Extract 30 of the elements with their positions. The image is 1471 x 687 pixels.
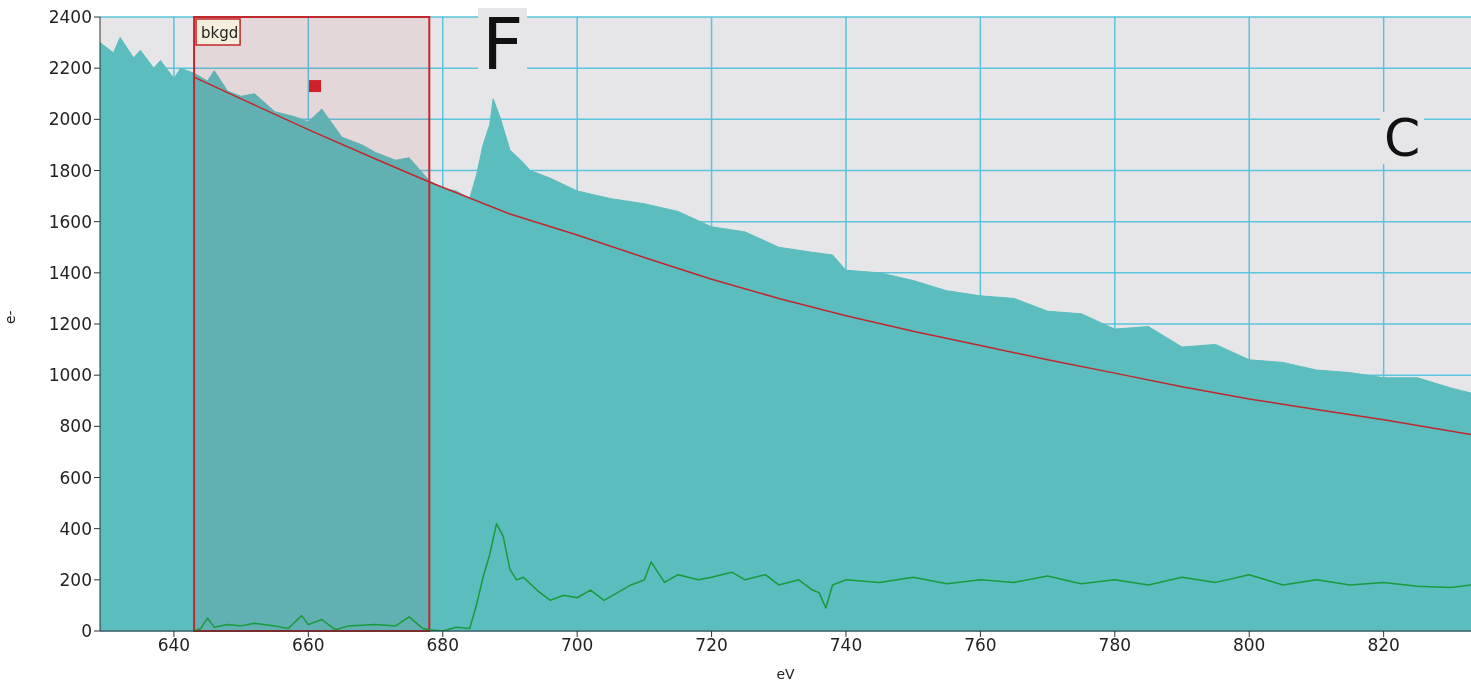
x-axis-title: eV (776, 666, 796, 682)
annotation: F (481, 2, 525, 86)
x-tick-label: 820 (1367, 635, 1400, 656)
y-tick-label: 1400 (48, 262, 92, 283)
x-tick-label: 800 (1232, 635, 1266, 656)
y-tick-label: 800 (59, 416, 92, 437)
annotation: C (1383, 108, 1422, 168)
y-tick-label: 400 (59, 518, 92, 539)
y-tick-label: 2400 (48, 7, 92, 28)
x-tick-label: 780 (1098, 635, 1132, 656)
x-tick-label: 740 (829, 635, 863, 656)
line-series (193, 522, 1471, 631)
y-tick-label: 600 (59, 467, 92, 488)
x-tick-label: 720 (695, 635, 728, 656)
y-tick-label: 1800 (48, 160, 92, 181)
y-tick-label: 2000 (48, 109, 92, 130)
x-tick-label: 680 (426, 635, 459, 656)
x-tick-label: 660 (292, 635, 325, 656)
band-label: bkgd (201, 24, 239, 42)
y-tick-label: 1600 (48, 211, 92, 232)
y-tick-label: 200 (59, 569, 92, 590)
x-tick-label: 760 (964, 635, 997, 656)
y-tick-label: 1200 (48, 314, 92, 335)
line-series (193, 76, 1471, 436)
y-axis-title: e- (1, 310, 18, 324)
x-tick-label: 640 (157, 635, 191, 656)
y-tick-label: 0 (81, 621, 92, 642)
y-tick-label: 1000 (48, 365, 92, 386)
x-tick-label: 700 (560, 635, 594, 656)
y-tick-label: 2200 (48, 58, 92, 79)
